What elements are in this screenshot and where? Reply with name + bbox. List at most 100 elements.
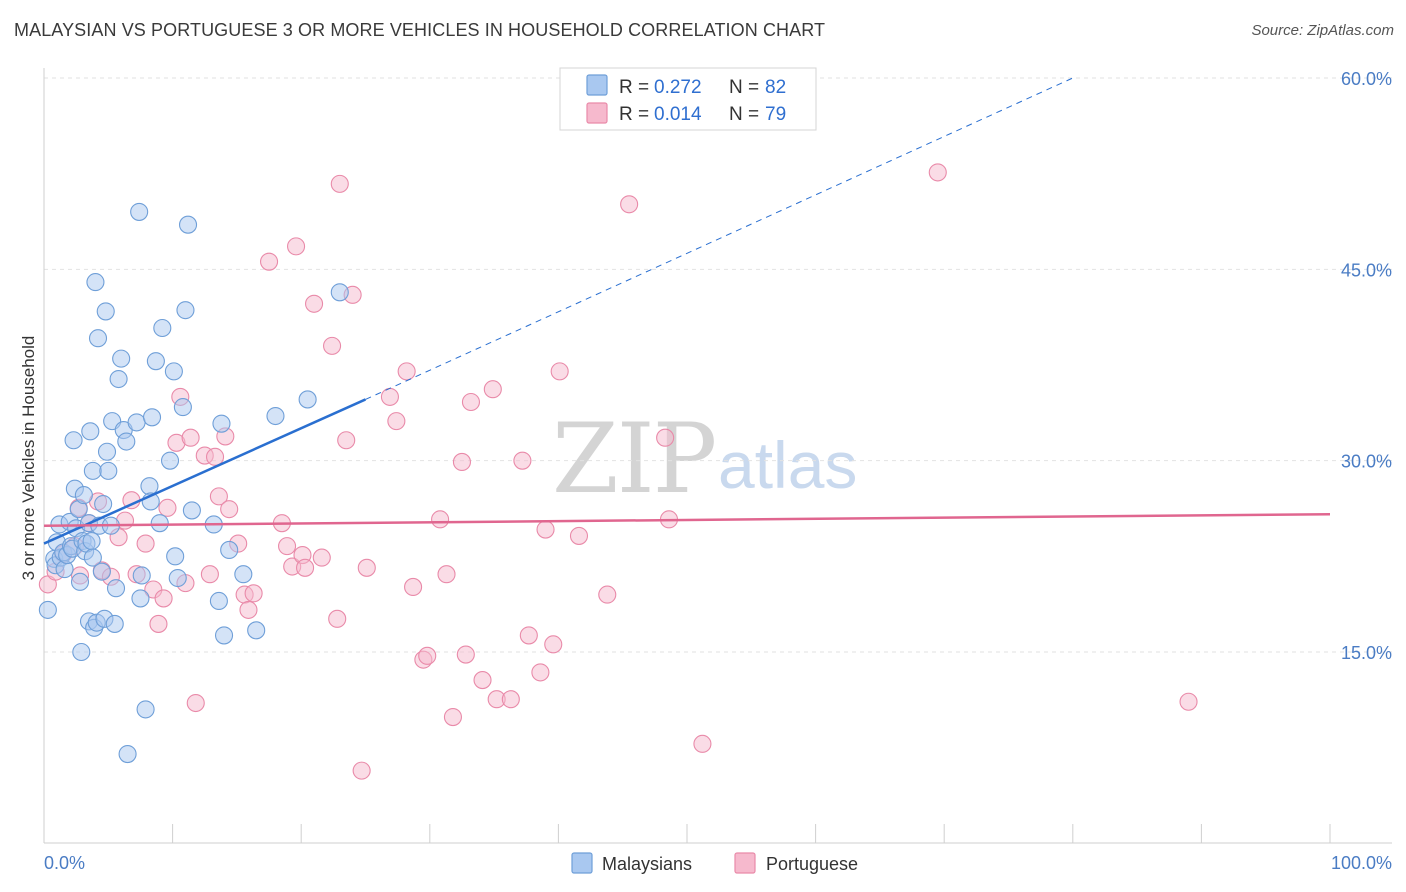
portuguese-point-77: [693, 734, 712, 753]
malaysian-point-12: [64, 431, 83, 450]
portuguese-point-41: [305, 294, 324, 313]
portuguese-point-23: [186, 693, 205, 713]
legend-n-label-1: N =: [729, 77, 759, 98]
malaysian-point-51: [132, 566, 151, 585]
watermark: ZIP atlas: [552, 403, 857, 515]
portuguese-point-61: [461, 392, 481, 412]
malaysian-point-38: [99, 461, 118, 480]
malaysian-point-68: [209, 591, 228, 611]
malaysian-point-50: [131, 589, 150, 608]
malaysian-point-74: [266, 406, 285, 426]
portuguese-point-57: [437, 565, 456, 584]
malaysian-point-53: [140, 477, 159, 496]
portuguese-point-17: [154, 589, 173, 608]
portuguese-point-34: [259, 252, 279, 271]
axes: [43, 68, 1392, 844]
malaysian-points: [38, 202, 349, 764]
portuguese-point-51: [387, 412, 406, 431]
legend-swatch-pink: [586, 102, 608, 124]
portuguese-point-16: [149, 614, 168, 633]
legend-n-value-1: 82: [765, 77, 786, 98]
portuguese-point-48: [352, 761, 371, 780]
source-label: Source: ZipAtlas.com: [1251, 22, 1394, 39]
series-swatch-portuguese: [734, 852, 756, 874]
portuguese-point-43: [323, 336, 342, 355]
portuguese-point-53: [404, 577, 423, 596]
portuguese-point-58: [443, 708, 462, 727]
portuguese-point-14: [136, 534, 155, 553]
malaysian-point-31: [88, 329, 108, 348]
legend-n-value-2: 79: [765, 104, 786, 125]
portuguese-point-74: [620, 195, 639, 214]
malaysian-point-49: [130, 202, 149, 221]
malaysian-point-0: [38, 600, 57, 619]
portuguese-point-67: [519, 626, 538, 645]
portuguese-point-75: [656, 428, 675, 447]
malaysian-point-46: [117, 432, 136, 451]
watermark-zip: ZIP: [552, 403, 715, 515]
malaysian-point-47: [118, 744, 137, 764]
malaysian-point-33: [92, 562, 111, 581]
portuguese-point-33: [244, 584, 263, 603]
malaysian-point-43: [109, 369, 128, 389]
malaysian-point-52: [136, 700, 155, 719]
portuguese-point-38: [287, 237, 306, 256]
malaysian-point-63: [173, 398, 192, 417]
malaysian-point-17: [72, 642, 91, 662]
malaysian-point-29: [86, 273, 105, 292]
portuguese-points: [38, 163, 1198, 780]
portuguese-point-72: [569, 526, 589, 545]
portuguese-point-32: [239, 600, 258, 619]
malaysian-point-25: [82, 531, 101, 551]
chart-title: MALAYSIAN VS PORTUGUESE 3 OR MORE VEHICL…: [14, 20, 826, 40]
series-swatch-malaysians: [571, 852, 593, 874]
y-tick-label-45: 45.0%: [1341, 260, 1392, 280]
portuguese-point-26: [205, 447, 225, 466]
legend-n-label-2: N =: [729, 104, 759, 125]
malaysian-point-41: [105, 614, 124, 633]
portuguese-point-78: [928, 163, 947, 182]
portuguese-point-45: [330, 174, 349, 193]
portuguese-point-65: [501, 690, 520, 709]
malaysian-point-37: [97, 442, 117, 461]
portuguese-point-44: [328, 609, 347, 628]
series-legend: Malaysians Portuguese: [571, 852, 858, 874]
malaysian-point-61: [166, 547, 185, 566]
x-tick-label-max: 100.0%: [1331, 853, 1392, 873]
legend-swatch-blue: [586, 74, 608, 96]
series-label-portuguese: Portuguese: [766, 854, 858, 874]
portuguese-point-49: [357, 558, 376, 577]
malaysian-point-55: [142, 408, 162, 427]
portuguese-point-40: [296, 558, 315, 577]
malaysian-point-27: [83, 461, 102, 480]
legend-r-label-2: R =: [619, 104, 649, 125]
malaysian-point-44: [112, 349, 131, 368]
portuguese-point-56: [431, 510, 450, 529]
malaysian-point-48: [127, 413, 146, 432]
malaysian-point-66: [182, 501, 201, 520]
y-tick-label-30: 30.0%: [1341, 452, 1392, 472]
series-label-malaysians: Malaysians: [602, 854, 692, 874]
malaysian-point-42: [106, 579, 126, 598]
malaysian-point-76: [330, 283, 349, 302]
malaysian-point-19: [74, 486, 93, 505]
portuguese-point-69: [536, 520, 555, 539]
malaysian-point-56: [146, 352, 165, 371]
portuguese-point-66: [513, 451, 532, 470]
portuguese-point-63: [483, 380, 502, 399]
y-axis-tick-labels: 15.0% 30.0% 45.0% 60.0%: [1341, 69, 1392, 663]
portuguese-point-25: [200, 565, 219, 584]
y-axis-label: 3 or more Vehicles in Household: [19, 336, 38, 581]
portuguese-point-70: [544, 635, 563, 654]
y-tick-label-15: 15.0%: [1341, 643, 1392, 663]
portuguese-point-60: [456, 645, 475, 664]
malaysian-trend-extension: [365, 77, 1074, 400]
portuguese-point-46: [337, 431, 356, 450]
portuguese-point-22: [181, 428, 200, 447]
malaysian-point-59: [160, 451, 180, 470]
legend-r-label-1: R =: [619, 77, 649, 98]
portuguese-point-50: [380, 387, 399, 406]
legend-r-value-1: 0.272: [654, 77, 702, 98]
portuguese-point-73: [598, 585, 617, 604]
